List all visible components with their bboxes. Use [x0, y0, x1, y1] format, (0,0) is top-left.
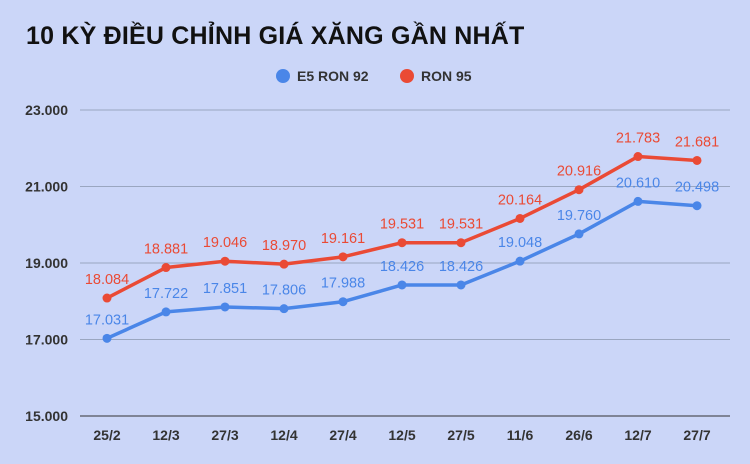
data-label: 20.498	[675, 180, 719, 196]
data-label: 20.916	[557, 164, 601, 180]
data-label: 18.426	[380, 259, 424, 275]
data-point	[633, 196, 643, 206]
data-point	[338, 297, 348, 307]
data-label: 18.426	[439, 259, 483, 275]
data-label: 19.161	[321, 231, 365, 247]
y-tick-label: 17.000	[25, 332, 68, 348]
data-label: 19.531	[380, 217, 424, 233]
data-point	[574, 185, 584, 195]
data-point	[279, 259, 289, 269]
data-label: 17.851	[203, 281, 247, 297]
legend-marker	[276, 69, 290, 83]
x-tick-label: 11/6	[507, 427, 534, 443]
legend-label: E5 RON 92	[297, 68, 369, 84]
data-label: 19.048	[498, 235, 542, 251]
x-tick-label: 12/4	[270, 427, 297, 443]
data-point	[397, 280, 407, 290]
y-tick-label: 19.000	[25, 255, 68, 271]
data-label: 17.806	[262, 283, 306, 299]
data-point	[456, 280, 466, 290]
x-tick-label: 27/3	[211, 427, 238, 443]
data-point	[692, 155, 702, 165]
x-tick-label: 27/4	[329, 427, 356, 443]
legend-label: RON 95	[421, 68, 472, 84]
data-label: 19.531	[439, 217, 483, 233]
data-point	[102, 333, 112, 343]
chart-title: 10 KỲ ĐIỀU CHỈNH GIÁ XĂNG GẦN NHẤT	[26, 22, 525, 50]
x-tick-label: 26/6	[565, 427, 592, 443]
data-point	[220, 302, 230, 312]
data-label: 20.610	[616, 175, 660, 191]
data-point	[397, 238, 407, 248]
y-tick-label: 21.000	[25, 179, 68, 195]
data-label: 21.783	[616, 131, 660, 147]
data-label: 18.084	[85, 272, 129, 288]
data-label: 17.988	[321, 276, 365, 292]
data-label: 20.164	[498, 192, 542, 208]
data-point	[692, 201, 702, 211]
data-point	[574, 229, 584, 239]
x-tick-label: 12/3	[152, 427, 179, 443]
x-tick-label: 25/2	[93, 427, 120, 443]
legend-marker	[400, 69, 414, 83]
data-point	[220, 256, 230, 266]
x-tick-label: 12/7	[624, 427, 651, 443]
data-label: 19.760	[557, 208, 601, 224]
data-label: 21.681	[675, 134, 719, 150]
data-label: 18.881	[144, 242, 188, 258]
data-label: 17.031	[85, 312, 129, 328]
data-point	[456, 238, 466, 248]
data-point	[515, 213, 525, 223]
data-label: 17.722	[144, 286, 188, 302]
data-point	[102, 293, 112, 303]
data-label: 18.970	[262, 238, 306, 254]
x-tick-label: 12/5	[388, 427, 415, 443]
y-tick-label: 23.000	[25, 102, 68, 118]
y-tick-label: 15.000	[25, 408, 68, 424]
data-point	[161, 263, 171, 273]
x-tick-label: 27/7	[683, 427, 710, 443]
data-label: 19.046	[203, 235, 247, 251]
data-point	[161, 307, 171, 317]
data-point	[279, 304, 289, 314]
x-tick-label: 27/5	[447, 427, 474, 443]
data-point	[515, 256, 525, 266]
data-point	[633, 152, 643, 162]
data-point	[338, 252, 348, 262]
